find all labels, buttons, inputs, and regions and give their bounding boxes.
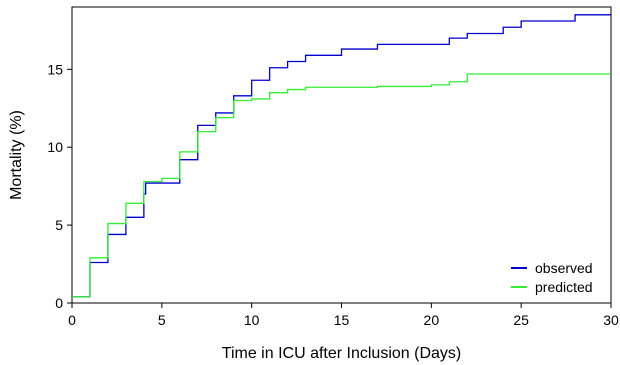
- x-tick-label: 20: [424, 312, 440, 328]
- y-axis-title: Mortality (%): [8, 110, 25, 200]
- x-tick-label: 0: [68, 312, 76, 328]
- x-tick-label: 30: [603, 312, 619, 328]
- y-tick-label: 10: [47, 139, 63, 155]
- y-tick-label: 15: [47, 61, 63, 77]
- x-tick-label: 15: [334, 312, 350, 328]
- y-tick-label: 5: [55, 217, 63, 233]
- x-axis: 0 5 10 15 20 25 30: [68, 303, 619, 328]
- series-layer: [72, 14, 611, 298]
- legend: observed predicted: [511, 260, 593, 295]
- x-tick-label: 25: [513, 312, 529, 328]
- series-line-observed: [72, 14, 611, 298]
- legend-label-predicted: predicted: [535, 279, 593, 295]
- series-line-predicted: [72, 73, 611, 298]
- x-tick-label: 10: [244, 312, 260, 328]
- legend-label-observed: observed: [535, 260, 593, 276]
- y-tick-label: 0: [55, 295, 63, 311]
- x-tick-label: 5: [158, 312, 166, 328]
- x-axis-title: Time in ICU after Inclusion (Days): [222, 345, 461, 362]
- y-axis: 0 5 10 15: [47, 61, 72, 311]
